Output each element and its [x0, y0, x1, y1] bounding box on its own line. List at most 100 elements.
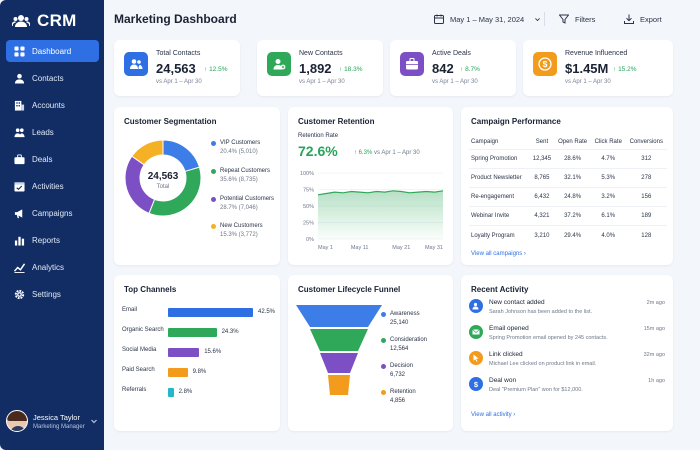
activity-item[interactable]: Email opened Spring Promotion email open… [469, 325, 669, 347]
legend-item: Repeat Customers 35.6% (8,735) [211, 168, 270, 183]
activity-description: Spring Promotion email opened by 245 con… [489, 335, 608, 341]
legend-swatch [381, 312, 386, 317]
arrow-up-icon: ↑ [204, 66, 210, 73]
activity-item[interactable]: New contact added Sarah Johnson has been… [469, 299, 669, 321]
sidebar-item-reports[interactable]: Reports [6, 230, 99, 252]
sidebar-item-label: Accounts [32, 100, 65, 110]
view-all-campaigns-link[interactable]: View all campaigns › [471, 251, 526, 257]
grid-icon [14, 45, 25, 57]
filters-button[interactable]: Filters [559, 9, 595, 29]
table-cell: 12,345 [529, 148, 555, 169]
campaign-table: Campaign Sent Open Rate Click Rate Conve… [469, 135, 667, 245]
calendar-icon [14, 182, 25, 192]
legend-name: VIP Customers [220, 140, 261, 146]
arrow-up-icon: ↑ [613, 66, 619, 73]
activity-item[interactable]: $ Deal won Deal "Premium Plan" won for $… [469, 377, 669, 399]
sidebar-item-contacts[interactable]: Contacts [6, 67, 99, 89]
table-row[interactable]: Re-engagement 6,432 24.8% 3.2% 156 [469, 186, 667, 207]
sidebar-item-label: Contacts [32, 73, 64, 83]
sidebar-item-label: Leads [32, 127, 54, 137]
avatar [6, 410, 28, 432]
activity-description: Michael Lee clicked on product link in e… [489, 361, 597, 367]
funnel-label: Consideration 12,564 [381, 337, 427, 352]
date-range-picker[interactable]: May 1 – May 31, 2024 [434, 9, 541, 29]
column-header[interactable]: Sent [535, 138, 549, 145]
cursor-icon [473, 354, 479, 362]
funnel-chart [296, 305, 382, 395]
legend-item: New Customers 15.3% (3,772) [211, 223, 263, 238]
sidebar-item-label: Dashboard [32, 46, 72, 56]
sidebar-item-settings[interactable]: Settings [6, 284, 99, 306]
gear-icon [14, 290, 25, 300]
channel-bar [168, 388, 174, 397]
retention-series-line [317, 190, 444, 196]
channel-value: 15.6% [204, 349, 222, 355]
brand[interactable]: CRM [12, 10, 77, 32]
column-header[interactable]: Campaign [471, 138, 499, 145]
person-icon [14, 73, 25, 84]
table-cell: 4.0% [590, 225, 626, 245]
sidebar-item-analytics[interactable]: Analytics [6, 257, 99, 279]
channel-name: Email [122, 307, 138, 313]
card-title: Customer Retention [298, 117, 375, 126]
table-row[interactable]: Product Newsletter 8,765 32.1% 5.3% 278 [469, 167, 667, 188]
legend-swatch [211, 141, 216, 146]
legend-name: New Customers [220, 223, 263, 229]
column-header[interactable]: Open Rate [558, 138, 588, 145]
retention-card: Customer Retention Retention Rate 72.6% … [288, 107, 453, 265]
activity-icon-circle: $ [469, 377, 483, 391]
filter-icon [559, 14, 569, 24]
table-cell: Re-engagement [469, 186, 530, 207]
sidebar-item-leads[interactable]: Leads [6, 121, 99, 143]
table-row[interactable]: Webinar Invite 4,321 37.2% 6.1% 189 [469, 206, 667, 226]
kpi-card-revenue-influenced[interactable]: $ Revenue Influenced $1.45M ↑ 15.2% vs A… [523, 40, 673, 96]
mail-icon [472, 329, 480, 335]
legend-swatch [381, 338, 386, 343]
table-cell: 3,210 [529, 225, 555, 245]
channel-row: Referrals 2.8% [122, 387, 282, 397]
channel-value: 42.5% [258, 309, 276, 315]
sidebar: CRM Dashboard Contacts Accounts Leads De… [0, 0, 104, 450]
svg-text:$: $ [474, 380, 479, 388]
export-button[interactable]: Export [624, 9, 662, 29]
activity-title: New contact added [489, 299, 545, 306]
kpi-comparison: vs Apr 1 – Apr 30 [156, 79, 202, 85]
header-divider [544, 12, 545, 26]
x-tick-label: May 31 [425, 245, 443, 251]
funnel-label: Retention 4,856 [381, 389, 416, 404]
sidebar-item-activities[interactable]: Activities [6, 175, 99, 197]
activity-item[interactable]: Link clicked Michael Lee clicked on prod… [469, 351, 669, 373]
calendar-icon [434, 14, 444, 24]
retention-change: ↑ 6.3% vs Apr 1 – Apr 30 [354, 150, 420, 156]
arrow-up-icon: ↑ [339, 66, 345, 73]
funnel-stage-retention [328, 375, 350, 395]
table-row[interactable]: Spring Promotion 12,345 28.6% 4.7% 312 [469, 148, 667, 169]
download-icon [624, 14, 634, 24]
bar-chart-icon [14, 236, 25, 246]
kpi-card-new-contacts[interactable]: New Contacts 1,892 ↑ 18.3% vs Apr 1 – Ap… [257, 40, 383, 96]
dollar-icon: $ [474, 380, 479, 388]
legend-name: Potential Customers [220, 196, 275, 202]
sidebar-item-campaigns[interactable]: Campaigns [6, 203, 99, 225]
kpi-value: 24,563 [156, 61, 196, 76]
sidebar-item-accounts[interactable]: Accounts [6, 94, 99, 116]
activity-time: 32m ago [643, 352, 665, 358]
table-row[interactable]: Loyalty Program 3,210 29.4% 4.0% 128 [469, 225, 667, 245]
sidebar-item-label: Settings [32, 290, 61, 300]
sidebar-item-dashboard[interactable]: Dashboard [6, 40, 99, 62]
x-tick-label: May 11 [351, 245, 369, 251]
funnel-stage-value: 4,856 [390, 398, 406, 404]
activity-description: Sarah Johnson has been added to the list… [489, 309, 593, 315]
kpi-card-active-deals[interactable]: Active Deals 842 ↑ 8.7% vs Apr 1 – Apr 3… [390, 40, 516, 96]
user-profile[interactable]: Jessica Taylor Marketing Manager [6, 405, 100, 437]
filters-label: Filters [575, 14, 596, 24]
kpi-card-total-contacts[interactable]: Total Contacts 24,563 ↑ 12.5% vs Apr 1 –… [114, 40, 240, 96]
column-header[interactable]: Click Rate [594, 138, 622, 145]
legend-value: 20.4% (5,010) [220, 149, 258, 155]
sidebar-item-deals[interactable]: Deals [6, 148, 99, 170]
table-cell: 4,321 [529, 206, 555, 226]
column-header[interactable]: Conversions [629, 138, 663, 145]
view-all-activity-link[interactable]: View all activity › [471, 412, 515, 418]
arrow-up-icon: ↑ [460, 66, 466, 73]
donut-slice [162, 139, 201, 173]
